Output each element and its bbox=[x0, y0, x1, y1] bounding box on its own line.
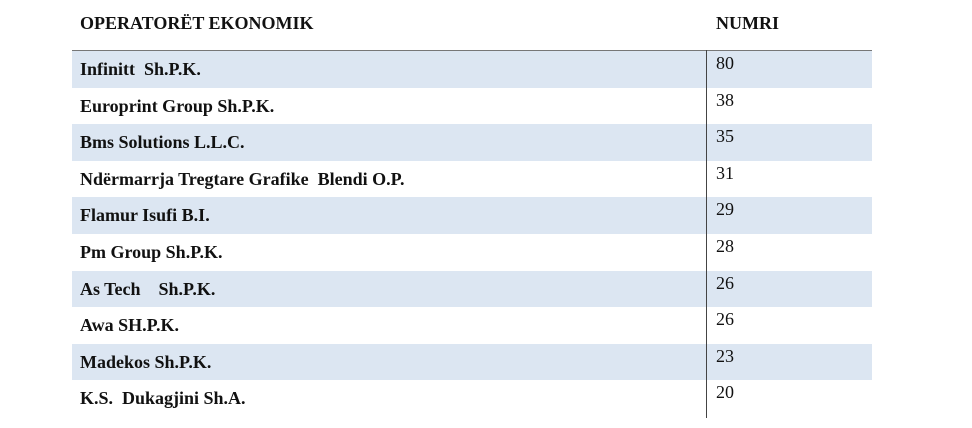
operator-count: 26 bbox=[716, 309, 734, 330]
operator-name: Awa SH.P.K. bbox=[80, 315, 180, 336]
operator-name: Madekos Sh.P.K. bbox=[80, 351, 212, 372]
operator-name: Infinitt Sh.P.K. bbox=[80, 59, 201, 79]
operator-name: Pm Group Sh.P.K. bbox=[80, 242, 223, 262]
operator-count: 29 bbox=[716, 199, 734, 220]
operator-count: 35 bbox=[716, 126, 734, 147]
operator-name: Europrint Group Sh.P.K. bbox=[80, 95, 275, 116]
operator-count: 23 bbox=[716, 345, 734, 366]
operator-name: Flamur Isufi B.I. bbox=[80, 205, 210, 226]
operator-name: Ndërmarrja Tregtare Grafike Blendi O.P. bbox=[80, 168, 405, 189]
operator-count: 28 bbox=[716, 236, 734, 256]
operator-count: 26 bbox=[716, 272, 734, 293]
row-band bbox=[72, 51, 872, 88]
row-band bbox=[72, 197, 872, 234]
header-rule bbox=[72, 50, 872, 51]
column-header: OPERATORËT EKONOMIK bbox=[80, 13, 314, 33]
operator-name: K.S. Dukagjini Sh.A. bbox=[80, 388, 246, 409]
operator-name: Bms Solutions L.L.C. bbox=[80, 132, 245, 153]
row-band bbox=[72, 343, 872, 381]
row-band bbox=[72, 270, 872, 308]
operator-count: 80 bbox=[716, 53, 734, 73]
operator-name: As Tech Sh.P.K. bbox=[80, 278, 216, 299]
operator-count: 38 bbox=[716, 89, 734, 110]
column-rule bbox=[706, 50, 707, 418]
operator-count: 20 bbox=[716, 382, 734, 403]
row-band bbox=[72, 124, 872, 161]
operator-count: 31 bbox=[716, 162, 734, 183]
column-header: NUMRI bbox=[716, 13, 779, 33]
